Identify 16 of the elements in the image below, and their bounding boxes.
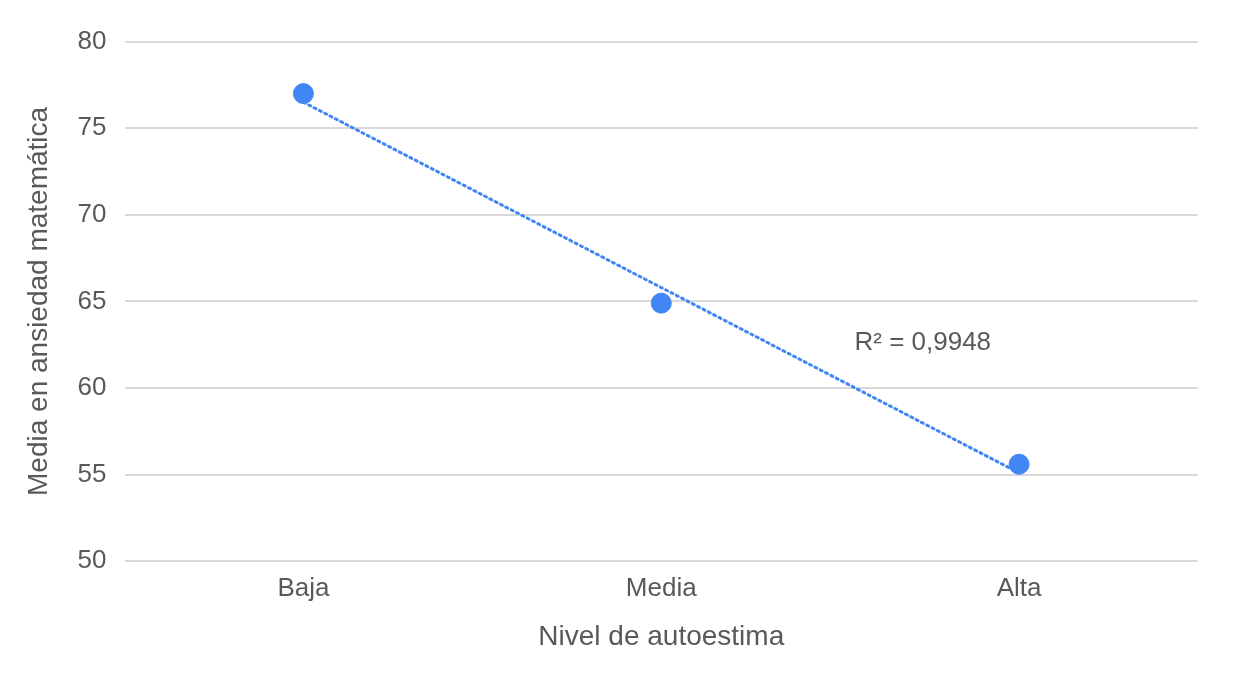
y-tick-label: 75 xyxy=(77,111,107,142)
y-tick-label: 70 xyxy=(77,197,107,228)
point xyxy=(292,83,314,105)
y-tick-label: 65 xyxy=(77,284,107,315)
x-tick-label: Alta xyxy=(996,571,1043,602)
y-axis-title: Media en ansiedad matemática xyxy=(21,106,53,496)
x-axis-title: Nivel de autoestima xyxy=(538,619,785,651)
x-tick-label: Media xyxy=(625,571,698,602)
y-tick-label: 80 xyxy=(77,24,107,55)
point xyxy=(650,292,672,314)
annotation: R² = 0,9948 xyxy=(854,326,992,357)
point xyxy=(1008,453,1030,475)
y-tick-label: 60 xyxy=(77,371,107,402)
y-tick-label: 55 xyxy=(77,457,107,488)
x-tick-label: Baja xyxy=(277,571,330,602)
y-tick-label: 50 xyxy=(77,544,107,575)
